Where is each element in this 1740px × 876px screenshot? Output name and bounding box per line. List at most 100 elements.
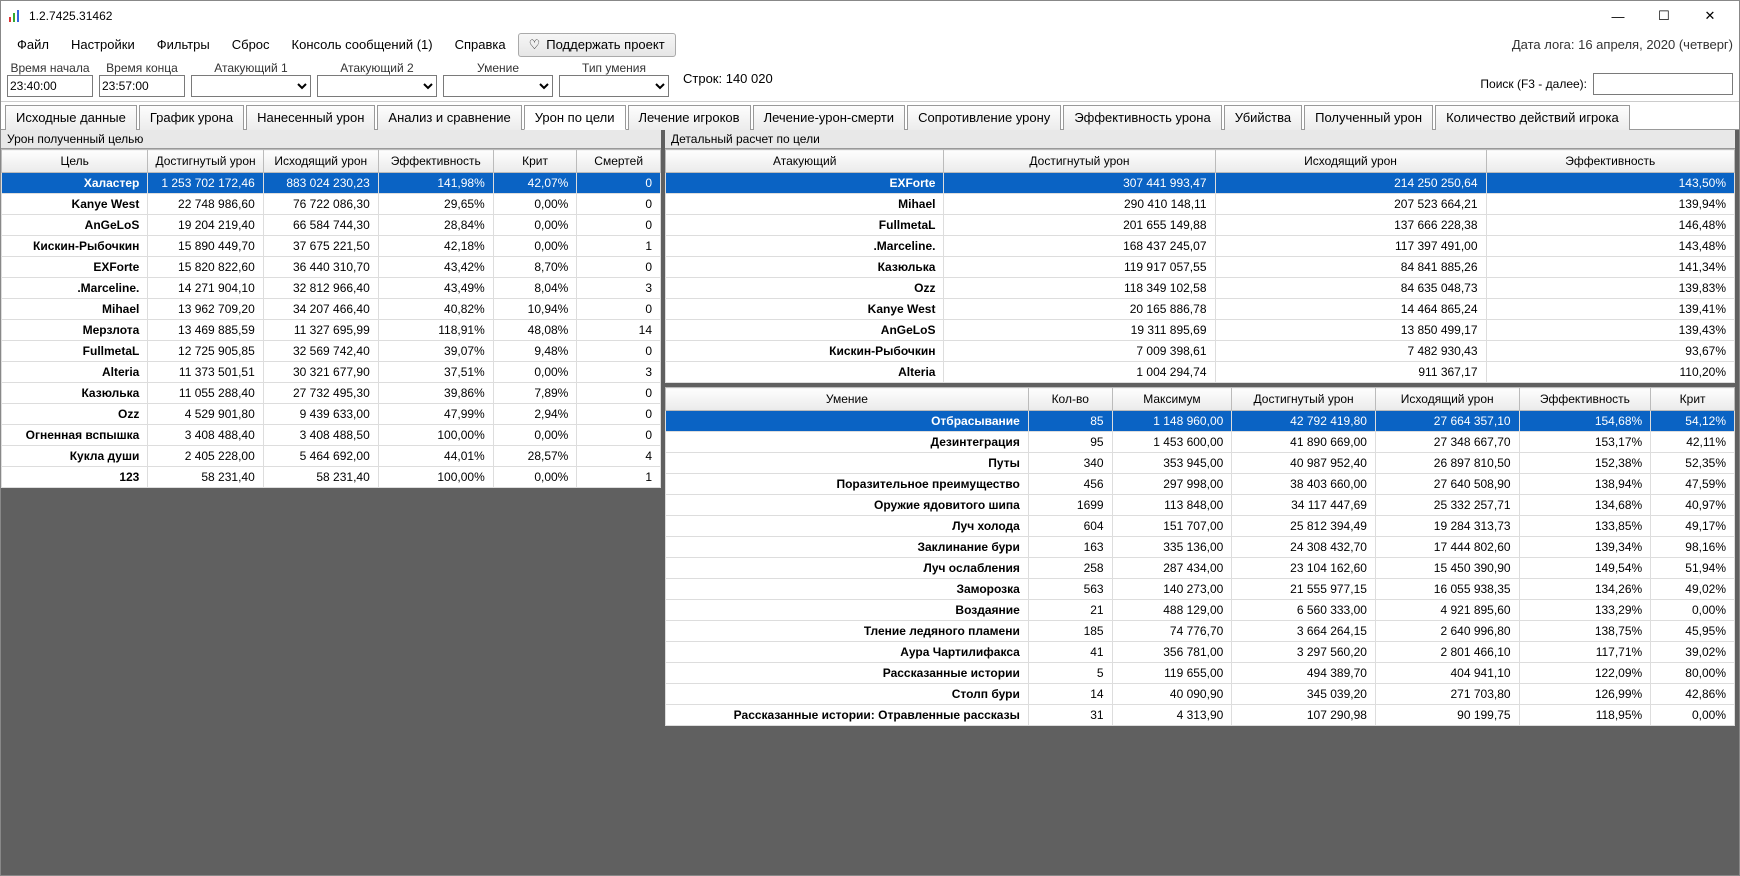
tab-11[interactable]: Количество действий игрока xyxy=(1435,105,1630,130)
column-header[interactable]: Эффективность xyxy=(1486,150,1734,173)
cell: 7 482 930,43 xyxy=(1215,341,1486,362)
cell: 14 xyxy=(577,320,661,341)
table-row[interactable]: Рассказанные истории: Отравленные расска… xyxy=(666,705,1735,726)
table-row[interactable]: FullmetaL12 725 905,8532 569 742,4039,07… xyxy=(2,341,661,362)
table-row[interactable]: Оружие ядовитого шипа1699113 848,0034 11… xyxy=(666,495,1735,516)
table-row[interactable]: Mihael290 410 148,11207 523 664,21139,94… xyxy=(666,194,1735,215)
table-row[interactable]: Луч ослабления258287 434,0023 104 162,60… xyxy=(666,558,1735,579)
menu-help[interactable]: Справка xyxy=(445,33,516,56)
cell: 143,50% xyxy=(1486,173,1734,194)
close-button[interactable]: ✕ xyxy=(1687,1,1733,31)
search-input[interactable] xyxy=(1593,73,1733,95)
table-row[interactable]: Кискин-Рыбочкин7 009 398,617 482 930,439… xyxy=(666,341,1735,362)
column-header[interactable]: Умение xyxy=(666,388,1029,411)
table-row[interactable]: Казюлька119 917 057,5584 841 885,26141,3… xyxy=(666,257,1735,278)
skill-select[interactable] xyxy=(443,75,553,97)
tab-5[interactable]: Лечение игроков xyxy=(628,105,751,130)
table-row[interactable]: Заклинание бури163335 136,0024 308 432,7… xyxy=(666,537,1735,558)
column-header[interactable]: Исходящий урон xyxy=(1375,388,1519,411)
table-row[interactable]: Кискин-Рыбочкин15 890 449,7037 675 221,5… xyxy=(2,236,661,257)
table-row[interactable]: 12358 231,4058 231,40100,00%0,00%1 xyxy=(2,467,661,488)
table-row[interactable]: Столп бури1440 090,90345 039,20271 703,8… xyxy=(666,684,1735,705)
skill-type-select[interactable] xyxy=(559,75,669,97)
menu-filters[interactable]: Фильтры xyxy=(147,33,220,56)
column-header[interactable]: Эффективность xyxy=(1519,388,1651,411)
attacker1-select[interactable] xyxy=(191,75,311,97)
minimize-button[interactable]: — xyxy=(1595,1,1641,31)
table-row[interactable]: Заморозка563140 273,0021 555 977,1516 05… xyxy=(666,579,1735,600)
column-header[interactable]: Исходящий урон xyxy=(263,150,378,173)
table-row[interactable]: FullmetaL201 655 149,88137 666 228,38146… xyxy=(666,215,1735,236)
menu-console[interactable]: Консоль сообщений (1) xyxy=(282,33,443,56)
column-header[interactable]: Кол-во xyxy=(1028,388,1112,411)
tab-8[interactable]: Эффективность урона xyxy=(1063,105,1221,130)
table-row[interactable]: Mihael13 962 709,2034 207 466,4040,82%10… xyxy=(2,299,661,320)
support-button[interactable]: ♡ Поддержать проект xyxy=(518,33,676,57)
table-row[interactable]: Кукла души2 405 228,005 464 692,0044,01%… xyxy=(2,446,661,467)
menu-settings[interactable]: Настройки xyxy=(61,33,145,56)
cell: 214 250 250,64 xyxy=(1215,173,1486,194)
table-row[interactable]: Воздаяние21488 129,006 560 333,004 921 8… xyxy=(666,600,1735,621)
column-header[interactable]: Исходящий урон xyxy=(1215,150,1486,173)
column-header[interactable]: Достигнутый урон xyxy=(148,150,263,173)
tab-7[interactable]: Сопротивление урону xyxy=(907,105,1061,130)
table-row[interactable]: Поразительное преимущество456297 998,003… xyxy=(666,474,1735,495)
table-row[interactable]: Аура Чартилифакса41356 781,003 297 560,2… xyxy=(666,642,1735,663)
cell: 353 945,00 xyxy=(1112,453,1232,474)
table-row[interactable]: Дезинтеграция951 453 600,0041 890 669,00… xyxy=(666,432,1735,453)
table-row[interactable]: Халастер1 253 702 172,46883 024 230,2314… xyxy=(2,173,661,194)
table-row[interactable]: Kanye West20 165 886,7814 464 865,24139,… xyxy=(666,299,1735,320)
column-header[interactable]: Достигнутый урон xyxy=(1232,388,1376,411)
column-header[interactable]: Цель xyxy=(2,150,148,173)
tab-9[interactable]: Убийства xyxy=(1224,105,1302,130)
cell: Кукла души xyxy=(2,446,148,467)
table-row[interactable]: .Marceline.168 437 245,07117 397 491,001… xyxy=(666,236,1735,257)
maximize-button[interactable]: ☐ xyxy=(1641,1,1687,31)
menu-reset[interactable]: Сброс xyxy=(222,33,280,56)
table-row[interactable]: Alteria11 373 501,5130 321 677,9037,51%0… xyxy=(2,362,661,383)
time-end-input[interactable] xyxy=(99,75,185,97)
cell: 14 464 865,24 xyxy=(1215,299,1486,320)
column-header[interactable]: Атакующий xyxy=(666,150,944,173)
tab-4[interactable]: Урон по цели xyxy=(524,105,626,130)
table-row[interactable]: Ozz4 529 901,809 439 633,0047,99%2,94%0 xyxy=(2,404,661,425)
table-row[interactable]: .Marceline.14 271 904,1032 812 966,4043,… xyxy=(2,278,661,299)
table-row[interactable]: EXForte307 441 993,47214 250 250,64143,5… xyxy=(666,173,1735,194)
table-row[interactable]: Kanye West22 748 986,6076 722 086,3029,6… xyxy=(2,194,661,215)
column-header[interactable]: Достигнутый урон xyxy=(944,150,1215,173)
attacker2-select[interactable] xyxy=(317,75,437,97)
table-row[interactable]: AnGeLoS19 311 895,6913 850 499,17139,43% xyxy=(666,320,1735,341)
table-row[interactable]: Казюлька11 055 288,4027 732 495,3039,86%… xyxy=(2,383,661,404)
column-header[interactable]: Смертей xyxy=(577,150,661,173)
table-row[interactable]: Рассказанные истории5119 655,00494 389,7… xyxy=(666,663,1735,684)
tab-1[interactable]: График урона xyxy=(139,105,244,130)
tab-0[interactable]: Исходные данные xyxy=(5,105,137,130)
skill-detail-grid[interactable]: УмениеКол-воМаксимумДостигнутый уронИсхо… xyxy=(665,387,1735,726)
table-row[interactable]: AnGeLoS19 204 219,4066 584 744,3028,84%0… xyxy=(2,215,661,236)
tab-2[interactable]: Нанесенный урон xyxy=(246,105,375,130)
column-header[interactable]: Крит xyxy=(493,150,577,173)
cell: 2 801 466,10 xyxy=(1375,642,1519,663)
table-row[interactable]: Луч холода604151 707,0025 812 394,4919 2… xyxy=(666,516,1735,537)
menu-file[interactable]: Файл xyxy=(7,33,59,56)
table-row[interactable]: Отбрасывание851 148 960,0042 792 419,802… xyxy=(666,411,1735,432)
column-header[interactable]: Крит xyxy=(1651,388,1735,411)
cell: 143,48% xyxy=(1486,236,1734,257)
time-start-input[interactable] xyxy=(7,75,93,97)
tab-3[interactable]: Анализ и сравнение xyxy=(377,105,521,130)
table-row[interactable]: EXForte15 820 822,6036 440 310,7043,42%8… xyxy=(2,257,661,278)
table-row[interactable]: Мерзлота13 469 885,5911 327 695,99118,91… xyxy=(2,320,661,341)
table-row[interactable]: Путы340353 945,0040 987 952,4026 897 810… xyxy=(666,453,1735,474)
tab-6[interactable]: Лечение-урон-смерти xyxy=(753,105,905,130)
table-row[interactable]: Ozz118 349 102,5884 635 048,73139,83% xyxy=(666,278,1735,299)
target-damage-grid[interactable]: ЦельДостигнутый уронИсходящий уронЭффект… xyxy=(1,149,661,488)
table-row[interactable]: Огненная вспышка3 408 488,403 408 488,50… xyxy=(2,425,661,446)
tab-10[interactable]: Полученный урон xyxy=(1304,105,1433,130)
table-row[interactable]: Alteria1 004 294,74911 367,17110,20% xyxy=(666,362,1735,383)
attacker-detail-grid[interactable]: АтакующийДостигнутый уронИсходящий уронЭ… xyxy=(665,149,1735,383)
table-row[interactable]: Тление ледяного пламени18574 776,703 664… xyxy=(666,621,1735,642)
cell: 0 xyxy=(577,383,661,404)
cell: 207 523 664,21 xyxy=(1215,194,1486,215)
column-header[interactable]: Максимум xyxy=(1112,388,1232,411)
column-header[interactable]: Эффективность xyxy=(378,150,493,173)
